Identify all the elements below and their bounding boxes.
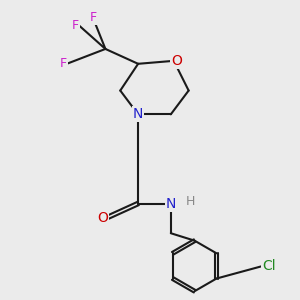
Text: O: O <box>171 54 182 68</box>
Text: N: N <box>166 196 176 211</box>
Text: F: F <box>90 11 97 24</box>
Text: H: H <box>185 195 195 208</box>
Text: N: N <box>133 107 143 121</box>
Text: F: F <box>60 57 68 70</box>
Text: Cl: Cl <box>262 259 276 273</box>
Text: O: O <box>97 212 108 225</box>
Text: F: F <box>72 19 79 32</box>
